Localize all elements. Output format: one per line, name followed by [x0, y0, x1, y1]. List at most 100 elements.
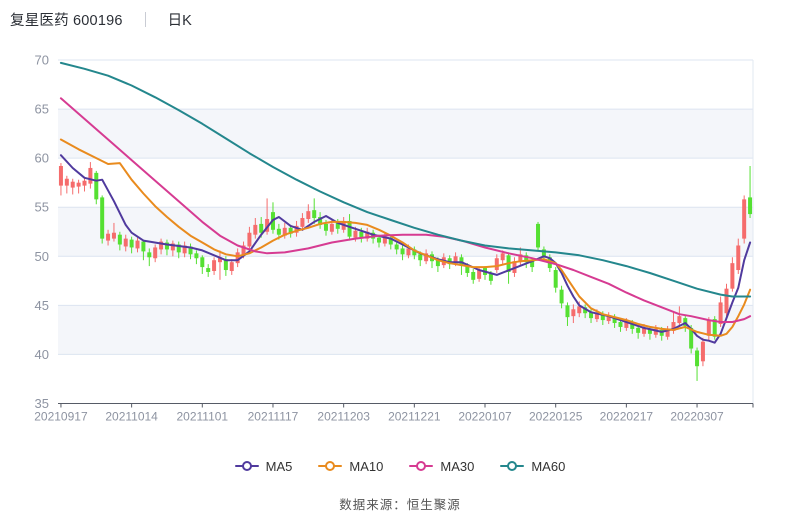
candle-body	[70, 181, 75, 188]
candle-body	[376, 237, 381, 243]
candle-body	[718, 302, 723, 325]
candle-body	[164, 242, 169, 250]
candle-body	[76, 182, 81, 187]
data-source-label: 数据来源：恒生聚源	[339, 498, 461, 512]
candle-body	[494, 258, 499, 271]
candlestick-chart[interactable]: 35 40 45 50 55 60 65 70 20210917 20211014 20211101…	[0, 0, 800, 450]
candle-body	[665, 329, 670, 337]
candle-body	[518, 254, 523, 263]
candle-body	[400, 248, 405, 255]
candle-body	[94, 172, 99, 200]
candle-body	[306, 211, 311, 219]
candle-body	[553, 270, 558, 288]
candle-body	[282, 227, 287, 236]
candle-body	[624, 322, 629, 328]
candle-body	[329, 223, 334, 232]
candle-body	[382, 236, 387, 244]
candle-body	[589, 312, 594, 319]
candle-body	[200, 257, 205, 268]
candle-body	[300, 218, 305, 227]
x-axis-label: 20220125	[529, 410, 583, 424]
period-tab-daily-k[interactable]: 日K	[167, 12, 192, 29]
x-axis-label: 20211101	[176, 410, 228, 424]
candle-body	[318, 217, 323, 225]
candle-body	[117, 234, 122, 245]
x-axis-label: 20211014	[105, 410, 158, 424]
candle-body	[618, 322, 623, 327]
y-axis-label: 55	[35, 200, 49, 215]
candle-body	[182, 245, 187, 254]
candle-body	[294, 225, 299, 233]
candle-body	[577, 306, 582, 314]
candle-body	[241, 245, 246, 255]
candle-body	[335, 222, 340, 229]
candle-body	[689, 327, 694, 349]
candle-body	[530, 261, 535, 268]
candle-body	[347, 220, 352, 237]
candle-body	[748, 197, 753, 215]
legend-item-ma30[interactable]: MA30	[409, 459, 474, 474]
candle-body	[129, 239, 134, 248]
candle-body	[736, 245, 741, 271]
x-axis-label: 20211117	[248, 410, 299, 424]
candle-body	[730, 263, 735, 289]
legend-line-circle-icon	[500, 460, 525, 472]
candle-body	[594, 313, 599, 320]
candle-body	[288, 227, 293, 234]
ma-line-ma10	[59, 138, 752, 337]
legend-item-ma5[interactable]: MA5	[234, 458, 293, 474]
candle-body	[606, 316, 611, 322]
y-axis-label: 50	[35, 249, 49, 264]
candle-body	[58, 165, 63, 186]
y-axis-label: 35	[35, 396, 49, 411]
candle-body	[111, 232, 116, 239]
legend-label: MA60	[531, 458, 566, 474]
candle-body	[477, 270, 482, 279]
candle-body	[418, 254, 423, 261]
candle-body	[394, 244, 399, 250]
candle-body	[424, 253, 429, 262]
candle-body	[600, 314, 605, 321]
source-row: 数据来源：恒生聚源	[0, 494, 800, 514]
candle-body	[695, 350, 700, 367]
candle-body	[265, 218, 270, 232]
candle-body	[500, 253, 505, 261]
candle-body	[571, 309, 576, 317]
candle-body	[536, 223, 541, 248]
candle-body	[565, 305, 570, 318]
candle-body	[636, 327, 641, 333]
candle-body	[159, 241, 164, 250]
candle-body	[742, 199, 747, 239]
x-axis-label: 20210917	[34, 410, 88, 424]
candle-body	[583, 307, 588, 314]
candle-body	[206, 268, 211, 272]
y-axis-label: 60	[35, 151, 49, 166]
candle-body	[541, 249, 546, 257]
candle-body	[217, 257, 222, 263]
candle-body	[359, 231, 364, 238]
candle-body	[82, 180, 87, 186]
y-axis-label: 65	[35, 102, 49, 117]
candle-body	[459, 257, 464, 266]
candle-body	[141, 241, 146, 252]
candle-body	[388, 237, 393, 245]
legend-label: MA5	[265, 458, 293, 474]
candle-body	[642, 327, 647, 334]
candle-body	[488, 273, 493, 281]
candle-body	[524, 255, 529, 263]
x-axis-label: 20220107	[458, 410, 512, 424]
x-axis-label: 20211203	[317, 410, 370, 424]
legend-item-ma60[interactable]: MA60	[500, 459, 565, 474]
header-separator	[144, 11, 146, 27]
y-axis-label: 40	[35, 347, 49, 362]
legend-line-circle-icon	[234, 460, 259, 472]
legend-label: MA30	[440, 458, 475, 474]
candle-body	[147, 252, 152, 258]
candle-body	[630, 323, 635, 329]
chart-legend: MA5 MA10 MA30 MA60	[0, 453, 800, 479]
candle-body	[176, 244, 181, 253]
legend-item-ma10[interactable]: MA10	[318, 459, 383, 474]
ma-line-ma60	[59, 61, 752, 298]
candle-body	[135, 240, 140, 249]
